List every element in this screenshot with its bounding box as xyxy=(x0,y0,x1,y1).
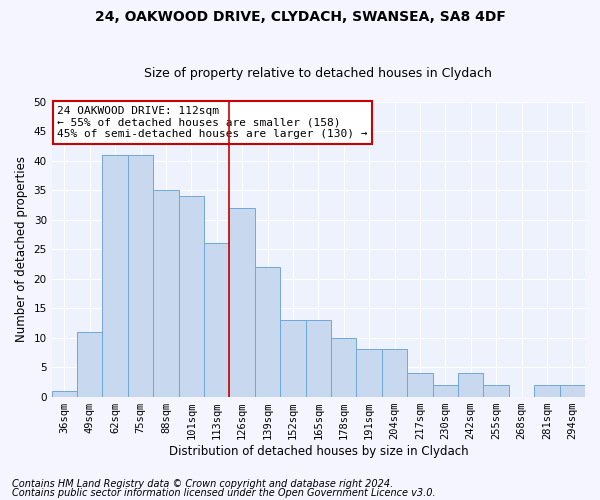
Bar xyxy=(331,338,356,396)
Bar xyxy=(229,208,255,396)
Text: Contains HM Land Registry data © Crown copyright and database right 2024.: Contains HM Land Registry data © Crown c… xyxy=(12,479,393,489)
Bar xyxy=(560,385,585,396)
Bar xyxy=(103,154,128,396)
Bar xyxy=(356,350,382,397)
Y-axis label: Number of detached properties: Number of detached properties xyxy=(15,156,28,342)
X-axis label: Distribution of detached houses by size in Clydach: Distribution of detached houses by size … xyxy=(169,444,468,458)
Bar xyxy=(153,190,179,396)
Text: 24 OAKWOOD DRIVE: 112sqm
← 55% of detached houses are smaller (158)
45% of semi-: 24 OAKWOOD DRIVE: 112sqm ← 55% of detach… xyxy=(57,106,367,139)
Text: 24, OAKWOOD DRIVE, CLYDACH, SWANSEA, SA8 4DF: 24, OAKWOOD DRIVE, CLYDACH, SWANSEA, SA8… xyxy=(95,10,505,24)
Bar xyxy=(458,373,484,396)
Bar xyxy=(382,350,407,397)
Bar xyxy=(179,196,204,396)
Bar xyxy=(305,320,331,396)
Bar xyxy=(255,266,280,396)
Bar xyxy=(77,332,103,396)
Bar xyxy=(280,320,305,396)
Bar xyxy=(52,390,77,396)
Bar xyxy=(204,243,229,396)
Bar xyxy=(407,373,433,396)
Text: Contains public sector information licensed under the Open Government Licence v3: Contains public sector information licen… xyxy=(12,488,436,498)
Title: Size of property relative to detached houses in Clydach: Size of property relative to detached ho… xyxy=(145,66,492,80)
Bar xyxy=(128,154,153,396)
Bar xyxy=(534,385,560,396)
Bar xyxy=(433,385,458,396)
Bar xyxy=(484,385,509,396)
